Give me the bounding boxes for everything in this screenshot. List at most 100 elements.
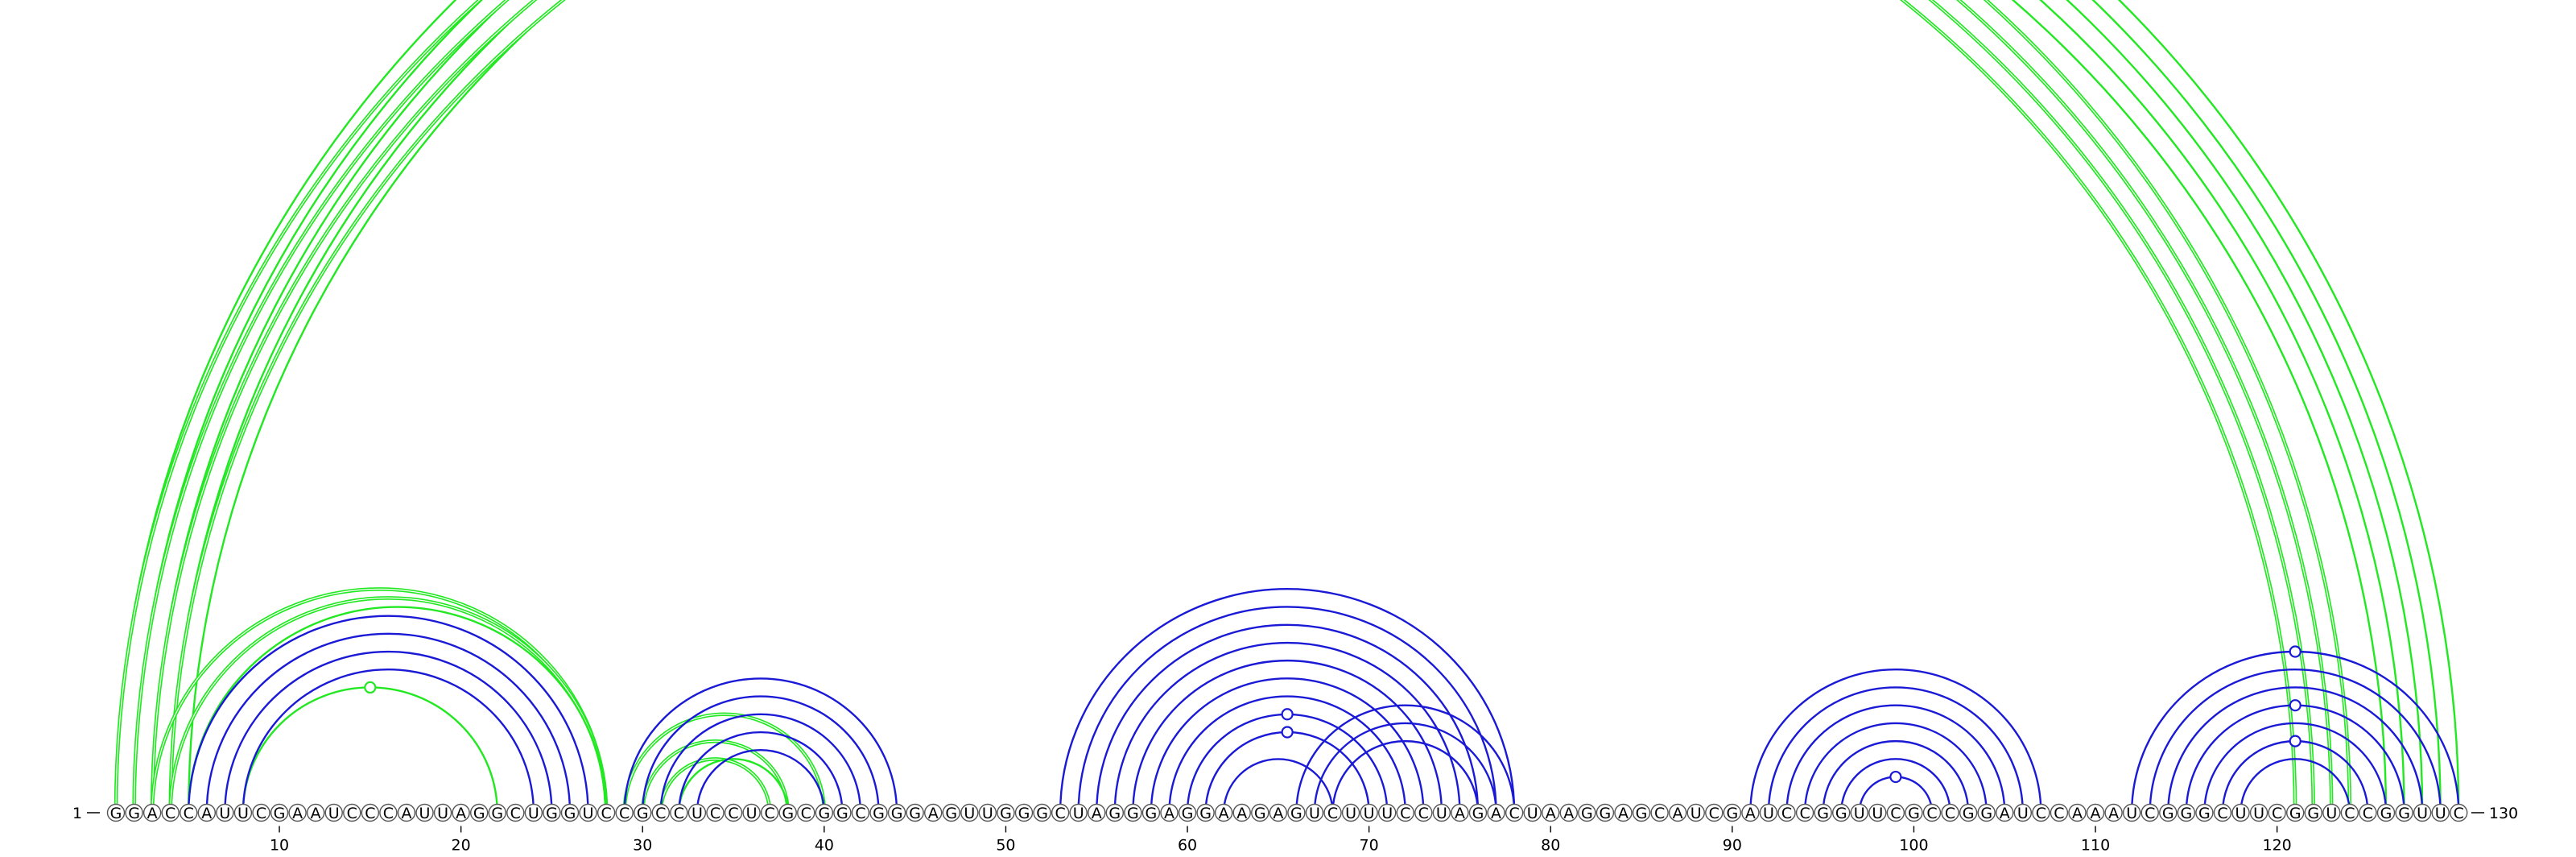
base-letter: U	[1345, 805, 1356, 822]
base-letter: A	[1273, 805, 1283, 822]
base-letter: U	[2435, 805, 2446, 822]
base-circle	[597, 803, 616, 822]
green-arc-3-28	[150, 586, 609, 814]
blue-arc-7-25	[224, 650, 553, 814]
base-letter: G	[473, 805, 485, 822]
base-letter: G	[1108, 805, 1121, 822]
base-66: G	[1287, 803, 1306, 822]
base-circle	[1705, 803, 1724, 822]
base-69: U	[1341, 803, 1360, 822]
base-letter: C	[674, 805, 684, 822]
base-124: C	[2340, 803, 2359, 822]
base-circle	[724, 803, 743, 822]
base-letter: C	[510, 805, 521, 822]
blue-arc-33-40	[696, 749, 826, 814]
base-circle	[1886, 803, 1905, 822]
base-circle	[2285, 803, 2305, 822]
base-118: U	[2231, 803, 2250, 822]
base-letter: G	[873, 805, 885, 822]
base-letter: G	[1817, 805, 1829, 822]
base-circle	[2231, 803, 2250, 822]
base-letter: G	[2398, 805, 2410, 822]
base-82: G	[1578, 803, 1596, 822]
base-circle	[506, 803, 525, 822]
base-letter: U	[1854, 805, 1865, 822]
base-circle	[2268, 803, 2286, 822]
base-letter: C	[2363, 805, 2373, 822]
base-circle	[978, 803, 997, 822]
base-80: A	[1542, 803, 1560, 822]
green-arc-32-38	[678, 758, 789, 814]
base-letter: G	[2180, 805, 2192, 822]
blue-arc-94-104	[1803, 722, 1988, 814]
base-circle	[1650, 803, 1669, 822]
base-79: U	[1523, 803, 1542, 822]
base-circle	[1850, 803, 1868, 822]
base-letter: G	[2198, 805, 2211, 822]
base-circle	[1996, 803, 2014, 822]
base-circle	[1414, 803, 1433, 822]
base-circle	[1723, 803, 1742, 822]
base-97: U	[1850, 803, 1868, 822]
base-letter: U	[982, 805, 993, 822]
base-circle	[1033, 803, 1051, 822]
blue-arc-68-76	[1331, 739, 1480, 814]
blue-arc-62-68	[1222, 758, 1334, 814]
blue-arc-8-24	[242, 669, 535, 814]
blue-arc-30-43	[642, 695, 880, 814]
base-letter: C	[184, 805, 194, 822]
base-59: A	[1160, 803, 1179, 822]
base-71: U	[1377, 803, 1397, 822]
base-54: U	[1069, 803, 1088, 822]
base-circle	[742, 803, 761, 822]
green-arc-1-130	[114, 0, 2460, 814]
base-letter: G	[546, 805, 558, 822]
base-letter: C	[619, 805, 630, 822]
base-45: G	[906, 803, 924, 822]
base-123: U	[2322, 803, 2341, 822]
base-circle	[1941, 803, 1959, 822]
base-96: G	[1831, 803, 1851, 822]
base-98: U	[1868, 803, 1887, 822]
base-129: U	[2431, 803, 2450, 822]
base-letter: U	[1763, 805, 1774, 822]
base-letter: C	[1327, 805, 1338, 822]
green-arc-4-121	[168, 0, 2297, 814]
base-7: U	[216, 803, 234, 822]
base-30: G	[634, 803, 652, 822]
base-letter: A	[1092, 805, 1102, 822]
base-letter: A	[2000, 805, 2010, 822]
base-circle	[797, 803, 815, 822]
base-74: U	[1432, 803, 1451, 822]
base-106: U	[2013, 803, 2033, 822]
base-letter: C	[1055, 805, 1065, 822]
base-14: C	[343, 803, 361, 822]
base-circle	[579, 803, 597, 822]
base-letter: G	[2307, 805, 2319, 822]
tick-label-60: 60	[1178, 837, 1197, 855]
base-32: C	[670, 803, 688, 822]
base-86: C	[1650, 803, 1669, 822]
base-17: A	[397, 803, 416, 822]
base-circle	[1178, 803, 1197, 822]
green-arc-gap-4-28	[170, 597, 607, 814]
base-circle	[2450, 803, 2468, 822]
base-103: G	[1959, 803, 1978, 822]
base-letter: A	[1236, 805, 1247, 822]
base-circle	[2322, 803, 2341, 822]
base-circle	[2195, 803, 2214, 822]
base-73: C	[1414, 803, 1433, 822]
base-circle	[833, 803, 852, 822]
base-circle	[1196, 803, 1215, 822]
base-letter: G	[1908, 805, 1920, 822]
base-circle	[397, 803, 416, 822]
base-circle	[1468, 803, 1488, 822]
base-letter: U	[419, 805, 431, 822]
base-letter: G	[2162, 805, 2174, 822]
position-axis: 1 130 10 20 30 40 50 60 70 80 90 100 110 120	[72, 805, 2518, 855]
markers-layer	[364, 645, 2301, 784]
base-circle	[1232, 803, 1251, 822]
base-letter: A	[2072, 805, 2083, 822]
green-arc-1-124	[114, 0, 2352, 814]
base-76: G	[1468, 803, 1488, 822]
